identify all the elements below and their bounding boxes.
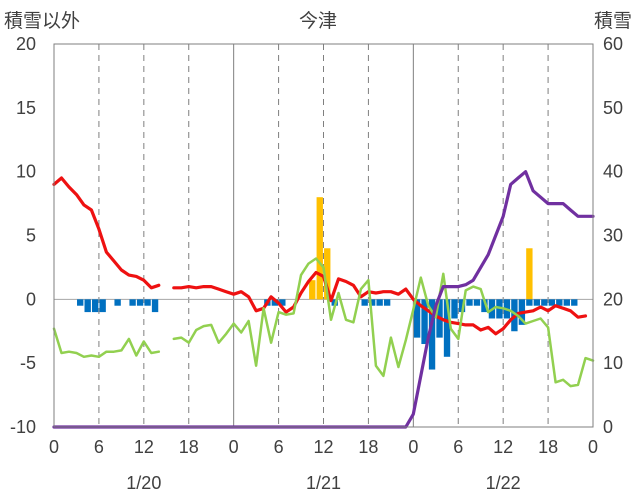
blue-bar [91, 299, 99, 313]
blue-bar [129, 299, 136, 306]
left-tick-label: 20 [16, 34, 36, 54]
left-tick-label: 0 [26, 289, 36, 309]
chart-title: 今津 [298, 11, 338, 32]
blue-bar [114, 299, 121, 306]
orange-bar [309, 280, 316, 300]
blue-bar [451, 299, 458, 319]
blue-bar [533, 299, 541, 306]
blue-bar [77, 299, 84, 306]
blue-bar [481, 299, 488, 313]
line-series [52, 170, 595, 429]
blue-bar [563, 299, 570, 306]
date-label: 1/20 [126, 473, 161, 493]
orange-bar [324, 248, 331, 300]
blue-bar [556, 299, 563, 306]
blue-bar [383, 299, 391, 306]
left-tick-label: 5 [26, 226, 36, 246]
x-tick-label: 6 [453, 437, 463, 457]
blue-bar [443, 299, 451, 357]
x-tick-label: 12 [493, 437, 513, 457]
right-tick-label: 20 [603, 289, 623, 309]
blue-bar [541, 299, 548, 306]
blue-bar [136, 299, 144, 306]
right-tick-label: 30 [603, 226, 623, 246]
right-tick-label: 50 [603, 98, 623, 118]
right-axis-title: 積雪 [593, 11, 632, 32]
green-line [52, 257, 595, 388]
blue-bar [466, 299, 473, 306]
x-tick-label: 18 [179, 437, 199, 457]
blue-bar [99, 299, 106, 313]
blue-bar [428, 299, 436, 370]
blue-bar [279, 299, 286, 306]
x-tick-label: 12 [313, 437, 333, 457]
plot-frame [53, 43, 594, 428]
x-tick-label: 12 [134, 437, 154, 457]
blue-bar [473, 299, 481, 306]
right-tick-label: 40 [603, 162, 623, 182]
x-tick-label: 6 [94, 437, 104, 457]
blue-bar [548, 299, 556, 306]
x-tick-label: 0 [49, 437, 59, 457]
x-tick-label: 0 [229, 437, 239, 457]
blue-bar [571, 299, 578, 306]
orange-bar [316, 197, 323, 300]
grid-lines [54, 44, 593, 427]
left-tick-label: -5 [20, 353, 36, 373]
x-tick-label: 0 [408, 437, 418, 457]
x-tick-label: 6 [274, 437, 284, 457]
blue-bar [271, 299, 279, 306]
blue-bar [368, 299, 376, 306]
orange-bar [526, 248, 533, 300]
blue-bar [376, 299, 383, 306]
blue-bar [458, 299, 466, 313]
date-label: 1/21 [306, 473, 341, 493]
x-tick-label: 18 [358, 437, 378, 457]
x-tick-label: 0 [588, 437, 598, 457]
blue-bar [413, 299, 421, 338]
blue-bar [421, 299, 428, 345]
blue-bar [84, 299, 91, 313]
blue-bar [151, 299, 159, 313]
purple-line [52, 170, 595, 429]
x-tick-label: 18 [538, 437, 558, 457]
left-tick-label: 10 [16, 162, 36, 182]
blue-bar [144, 299, 151, 306]
left-tick-label: -10 [10, 417, 36, 437]
left-axis-title: 積雪以外 [4, 11, 81, 32]
date-label: 1/22 [486, 473, 521, 493]
left-tick-label: 15 [16, 98, 36, 118]
blue-bar [361, 299, 368, 306]
right-tick-label: 0 [603, 417, 613, 437]
blue-bar [526, 299, 533, 306]
right-tick-label: 60 [603, 34, 623, 54]
right-tick-label: 10 [603, 353, 623, 373]
